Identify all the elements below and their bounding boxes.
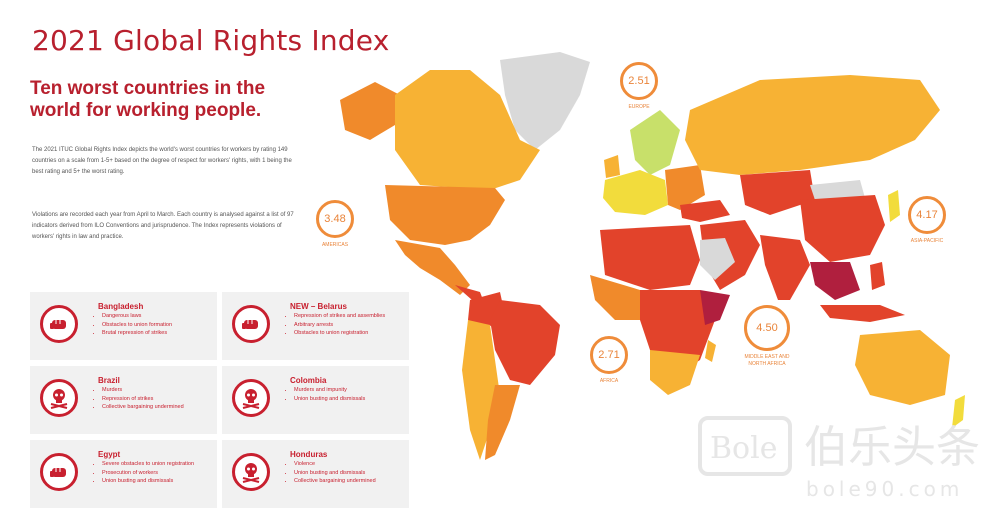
skull-icon xyxy=(232,379,270,417)
map-region-china xyxy=(800,195,885,262)
map-region-philippines xyxy=(870,262,885,290)
violation-item: Dangerous laws xyxy=(102,312,172,321)
violation-list: Dangerous laws Obstacles to union format… xyxy=(92,312,172,338)
country-card: Brazil Murders Repression of strikes Col… xyxy=(30,366,217,434)
map-region-uk xyxy=(604,155,620,178)
violation-list: Repression of strikes and assemblies Arb… xyxy=(284,312,385,338)
country-card: Honduras Violence Union busting and dism… xyxy=(222,440,409,508)
region-score-value: 3.48 xyxy=(324,213,346,225)
country-card: Colombia Murders and impunity Union bust… xyxy=(222,366,409,434)
map-region-russia xyxy=(685,75,940,175)
map-region-alaska xyxy=(340,82,400,140)
fist-icon xyxy=(40,305,78,343)
region-score-americas: 3.48 xyxy=(316,200,354,238)
country-card: NEW – Belarus Repression of strikes and … xyxy=(222,292,409,360)
country-name: Colombia xyxy=(290,376,327,385)
region-score-value: 2.71 xyxy=(598,349,620,361)
map-region-north-africa xyxy=(600,225,700,290)
country-name: Bangladesh xyxy=(98,302,144,311)
page-title: 2021 Global Rights Index xyxy=(32,24,390,57)
violation-list: Severe obstacles to union registration P… xyxy=(92,460,194,486)
watermark-cn: 伯乐头条 xyxy=(804,422,980,473)
map-region-west-africa xyxy=(590,275,645,320)
map-region-brazil xyxy=(490,300,560,385)
page-subtitle: Ten worst countries in the world for wor… xyxy=(30,78,266,121)
map-region-western-europe xyxy=(603,170,668,215)
fist-icon xyxy=(232,305,270,343)
map-region-india xyxy=(760,235,810,300)
country-card: Egypt Severe obstacles to union registra… xyxy=(30,440,217,508)
country-name: Brazil xyxy=(98,376,120,385)
violation-item: Murders xyxy=(102,386,184,395)
violation-item: Arbitrary arrests xyxy=(294,321,385,330)
violation-item: Collective bargaining undermined xyxy=(294,477,376,486)
map-region-mexico xyxy=(395,240,470,295)
region-score-europe: 2.51 xyxy=(620,62,658,100)
map-region-central-asia xyxy=(740,170,815,215)
region-label-mena: MIDDLE EAST AND NORTH AFRICA xyxy=(744,354,790,367)
violation-item: Prosecution of workers xyxy=(102,469,194,478)
country-name: Egypt xyxy=(98,450,121,459)
violation-item: Union busting and dismissals xyxy=(294,395,365,404)
violation-item: Obstacles to union registration xyxy=(294,329,385,338)
region-label-americas: AMERICAS xyxy=(321,242,349,248)
map-region-greenland xyxy=(500,52,590,150)
map-region-southern-africa xyxy=(650,350,700,395)
map-region-saudi xyxy=(700,238,735,280)
violation-list: Murders and impunity Union busting and d… xyxy=(284,386,365,403)
region-label-africa: AFRICA xyxy=(599,378,619,384)
watermark-logo: Bole 伯乐头条 bole90.com xyxy=(698,416,980,501)
violation-item: Union busting and dismissals xyxy=(102,477,194,486)
map-region-indonesia xyxy=(820,305,905,322)
map-region-turkey xyxy=(680,200,730,222)
violation-item: Collective bargaining undermined xyxy=(102,403,184,412)
map-region-japan xyxy=(888,190,900,222)
region-score-value: 4.50 xyxy=(756,322,778,334)
region-score-africa: 2.71 xyxy=(590,336,628,374)
violation-item: Severe obstacles to union registration xyxy=(102,460,194,469)
svg-text:Bole: Bole xyxy=(710,431,777,466)
region-score-value: 4.17 xyxy=(916,209,938,221)
violation-item: Repression of strikes and assemblies xyxy=(294,312,385,321)
region-label-asia-pacific: ASIA-PACIFIC xyxy=(910,238,944,244)
violation-item: Obstacles to union formation xyxy=(102,321,172,330)
intro-paragraph: Violations are recorded each year from A… xyxy=(32,212,294,240)
watermark-url: bole90.com xyxy=(806,477,963,501)
violation-item: Brutal repression of strikes xyxy=(102,329,172,338)
map-region-argentina xyxy=(485,385,520,460)
world-map xyxy=(340,52,965,460)
map-region-mongolia xyxy=(810,180,865,200)
country-card: Bangladesh Dangerous laws Obstacles to u… xyxy=(30,292,217,360)
violation-item: Repression of strikes xyxy=(102,395,184,404)
map-region-australia xyxy=(855,330,950,405)
map-region-horn-of-africa xyxy=(700,290,730,325)
country-name: Honduras xyxy=(290,450,328,459)
map-region-canada xyxy=(395,70,540,190)
violation-list: Violence Union busting and dismissals Co… xyxy=(284,460,376,486)
region-score-value: 2.51 xyxy=(628,75,650,87)
region-score-mena: 4.50 xyxy=(744,305,790,351)
country-name: NEW – Belarus xyxy=(290,302,347,311)
skull-icon xyxy=(40,379,78,417)
map-region-scandinavia xyxy=(630,110,680,175)
violation-item: Murders and impunity xyxy=(294,386,365,395)
violation-item: Violence xyxy=(294,460,376,469)
map-region-usa xyxy=(385,185,505,245)
skull-icon xyxy=(232,453,270,491)
violation-item: Union busting and dismissals xyxy=(294,469,376,478)
map-region-new-zealand xyxy=(952,395,965,428)
map-region-eastern-europe xyxy=(665,165,705,210)
fist-icon xyxy=(40,453,78,491)
map-region-madagascar xyxy=(705,340,716,362)
region-label-europe: EUROPE xyxy=(628,104,650,110)
violation-list: Murders Repression of strikes Collective… xyxy=(92,386,184,412)
map-region-southeast-asia xyxy=(810,262,860,300)
intro-paragraph: The 2021 ITUC Global Rights Index depict… xyxy=(32,147,292,175)
region-score-asia-pacific: 4.17 xyxy=(908,196,946,234)
